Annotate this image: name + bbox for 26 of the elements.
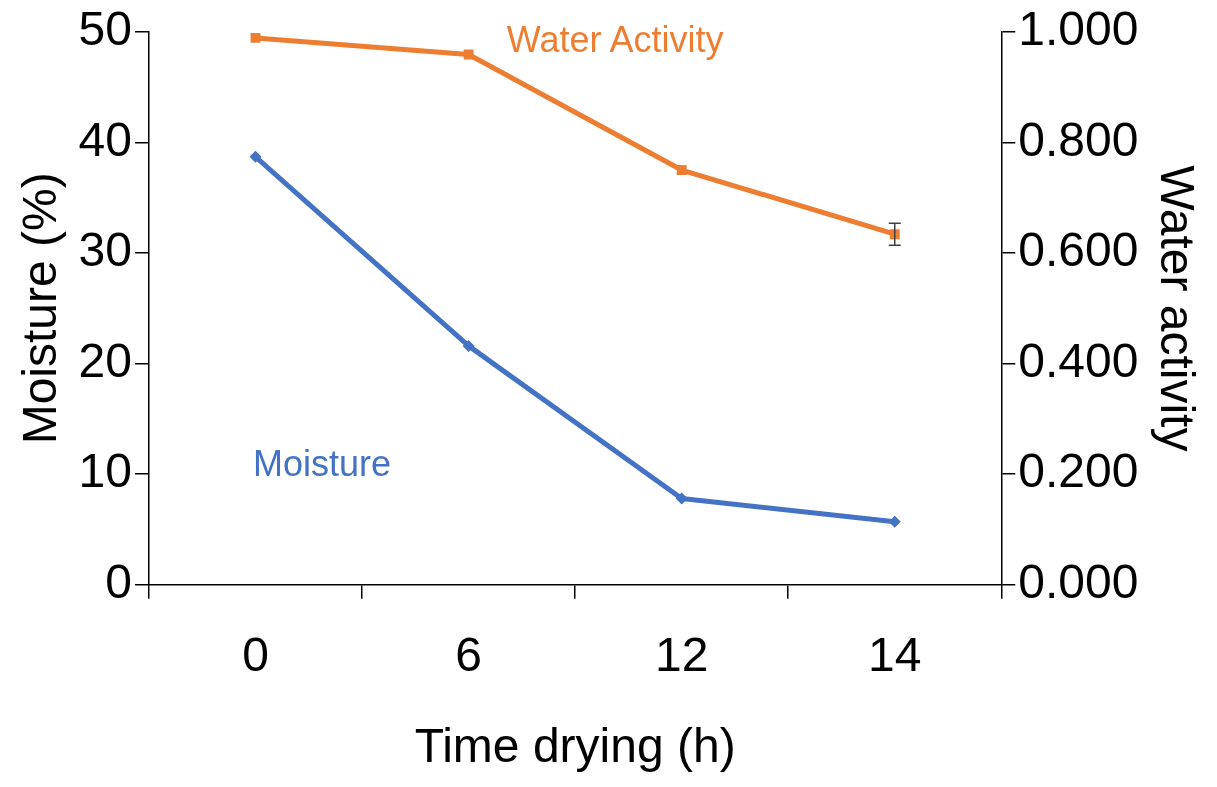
- y2-tick-label: 0.400: [1018, 333, 1139, 387]
- x-tick-label: 12: [654, 627, 709, 681]
- point: [462, 339, 475, 352]
- x-tick-label: 0: [242, 627, 269, 681]
- x-axis-title: Time drying (h): [414, 719, 736, 773]
- point: [676, 165, 687, 175]
- y-tick-label: 30: [78, 223, 132, 277]
- point: [249, 150, 262, 163]
- y2-tick-label: 0.000: [1018, 555, 1139, 609]
- y2-axis-title: Water activity: [1150, 165, 1204, 452]
- y-tick-label: 40: [78, 112, 132, 166]
- y2-tick-label: 0.200: [1018, 444, 1139, 498]
- x-tick-label: 14: [868, 627, 922, 681]
- y2-tick-label: 0.600: [1018, 223, 1139, 277]
- series-label: Water Activity: [506, 19, 724, 61]
- point: [463, 49, 474, 60]
- y-axis-title: Moisture (%): [13, 172, 67, 445]
- point: [250, 32, 261, 43]
- text: Moisture: [253, 442, 392, 484]
- y-tick-label: 20: [78, 333, 132, 387]
- y-tick-label: 10: [78, 444, 132, 498]
- y-tick-label: 0: [105, 555, 132, 609]
- y2-tick-label: 0.800: [1018, 112, 1139, 166]
- x-tick-label: 6: [455, 627, 482, 681]
- y2-tick-label: 1.000: [1018, 2, 1139, 56]
- y-tick-label: 50: [78, 2, 132, 56]
